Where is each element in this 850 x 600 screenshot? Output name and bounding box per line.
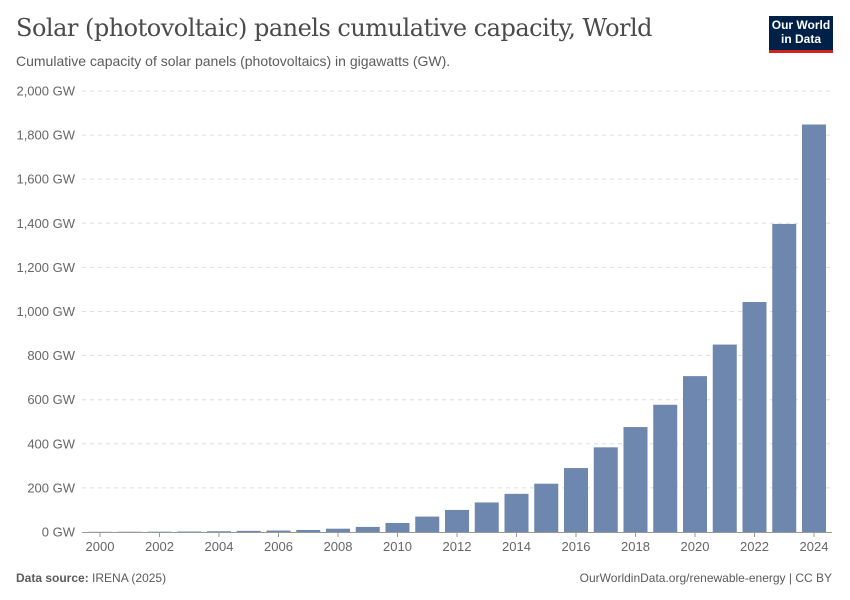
y-tick-label: 1,400 GW [16, 216, 75, 231]
bar-2005[interactable] [236, 530, 261, 532]
x-tick-label: 2024 [800, 539, 829, 554]
bar-2018[interactable] [623, 427, 648, 532]
x-tick-label: 2012 [443, 539, 472, 554]
bar-2009[interactable] [355, 526, 380, 532]
bar-2004[interactable] [207, 531, 231, 532]
bar-2008[interactable] [326, 528, 350, 532]
y-tick-label: 600 GW [27, 392, 75, 407]
chart-title: Solar (photovoltaic) panels cumulative c… [16, 14, 653, 42]
y-tick-label: 1,800 GW [16, 128, 75, 143]
bar-2024[interactable] [802, 124, 826, 533]
bar-2014[interactable] [504, 493, 529, 532]
bar-2011[interactable] [415, 516, 440, 532]
bar-2006[interactable] [266, 530, 291, 532]
data-source: Data source: IRENA (2025) [16, 571, 166, 585]
bar-2010[interactable] [385, 522, 410, 532]
x-tick-label: 2010 [383, 539, 412, 554]
bar-2002[interactable] [147, 531, 172, 533]
bar-2023[interactable] [772, 223, 797, 533]
x-tick-label: 2020 [681, 539, 710, 554]
bar-2022[interactable] [742, 302, 767, 532]
y-tick-label: 1,200 GW [16, 260, 75, 275]
data-source-label: Data source: [16, 571, 89, 585]
x-tick-label: 2016 [562, 539, 591, 554]
x-tick-label: 2014 [502, 539, 531, 554]
y-tick-label: 800 GW [27, 348, 75, 363]
x-tick-label: 2022 [740, 539, 769, 554]
bar-2016[interactable] [564, 468, 588, 532]
bar-2020[interactable] [683, 376, 707, 532]
bar-2019[interactable] [653, 404, 678, 532]
bar-2013[interactable] [474, 502, 499, 532]
bar-2021[interactable] [712, 344, 737, 532]
bar-2017[interactable] [593, 447, 618, 532]
x-tick-label: 2008 [324, 539, 353, 554]
y-tick-label: 2,000 GW [16, 84, 75, 99]
y-tick-label: 1,600 GW [16, 172, 75, 187]
owid-logo[interactable]: Our World in Data [769, 16, 833, 53]
data-source-value[interactable]: IRENA (2025) [92, 571, 167, 585]
bar-2012[interactable] [445, 509, 469, 532]
y-tick-label: 400 GW [27, 436, 75, 451]
x-tick-label: 2018 [621, 539, 650, 554]
footer-link[interactable]: OurWorldinData.org/renewable-energy | CC… [579, 571, 832, 585]
y-tick-label: 0 GW [42, 525, 76, 540]
x-tick-label: 2004 [205, 539, 234, 554]
y-tick-label: 200 GW [27, 480, 75, 495]
x-tick-label: 2002 [145, 539, 174, 554]
x-tick-label: 2000 [86, 539, 115, 554]
x-tick-label: 2006 [264, 539, 293, 554]
bar-2015[interactable] [534, 483, 559, 532]
y-tick-label: 1,000 GW [16, 304, 75, 319]
bar-2003[interactable] [177, 531, 202, 533]
chart-subtitle: Cumulative capacity of solar panels (pho… [16, 53, 451, 69]
bar-2007[interactable] [296, 529, 321, 532]
